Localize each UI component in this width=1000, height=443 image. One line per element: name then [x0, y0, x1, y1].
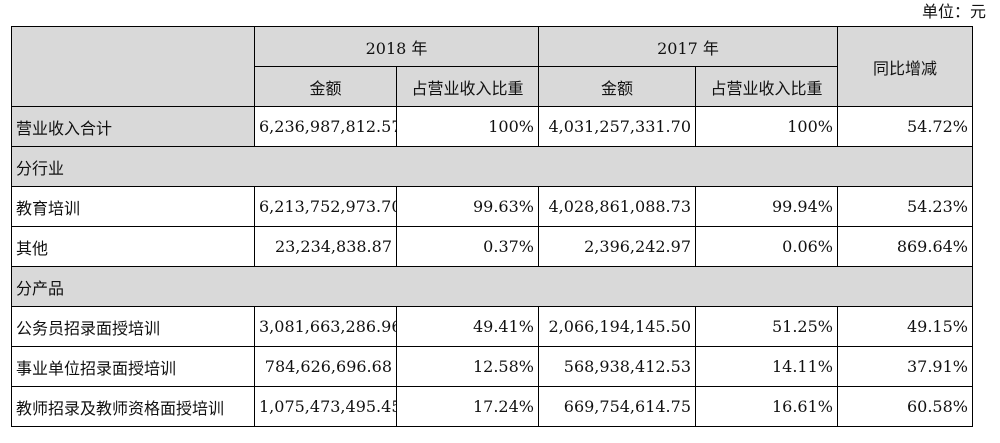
yoy-cell: 54.23%	[837, 186, 973, 227]
amount-2017-cell: 4,031,257,331.70	[538, 106, 696, 147]
table-row: 教育培训 6,213,752,973.70 99.63% 4,028,861,0…	[11, 186, 973, 227]
header-blank	[11, 26, 255, 107]
share-2018-cell: 17.24%	[396, 386, 539, 427]
section-label: 分产品	[11, 266, 973, 307]
header-year-2018: 2018 年	[254, 26, 539, 67]
unit-label: 单位：元	[921, 2, 986, 21]
revenue-table: 2018 年 2017 年 同比增减 金额 占营业收入比重 金额 占营业收入比重…	[11, 26, 973, 427]
section-row-product: 分产品	[11, 266, 973, 307]
header-row-columns: 金额 占营业收入比重 金额 占营业收入比重	[12, 66, 973, 107]
header-share-2018: 占营业收入比重	[396, 66, 539, 107]
yoy-cell: 54.72%	[837, 106, 973, 147]
share-2017-cell: 99.94%	[695, 186, 838, 227]
row-label: 教师招录及教师资格面授培训	[11, 386, 255, 427]
amount-2018-cell: 1,075,473,495.45	[254, 386, 397, 427]
yoy-cell: 60.58%	[837, 386, 973, 427]
header-year-2017: 2017 年	[538, 26, 838, 67]
header-yoy: 同比增减	[837, 26, 973, 107]
amount-2017-cell: 2,396,242.97	[538, 226, 696, 267]
table-row: 事业单位招录面授培训 784,626,696.68 12.58% 568,938…	[11, 346, 973, 387]
share-2018-cell: 49.41%	[396, 306, 539, 347]
row-label: 事业单位招录面授培训	[11, 346, 255, 387]
row-label: 其他	[11, 226, 255, 267]
amount-2017-cell: 669,754,614.75	[538, 386, 696, 427]
amount-2017-cell: 568,938,412.53	[538, 346, 696, 387]
yoy-cell: 869.64%	[837, 226, 973, 267]
yoy-cell: 49.15%	[837, 306, 973, 347]
share-2017-cell: 51.25%	[695, 306, 838, 347]
header-share-2017: 占营业收入比重	[695, 66, 838, 107]
share-2018-cell: 0.37%	[396, 226, 539, 267]
amount-2018-cell: 6,213,752,973.70	[254, 186, 397, 227]
section-row-industry: 分行业	[11, 146, 973, 187]
header-row-years: 2018 年 2017 年 同比增减	[11, 26, 973, 107]
row-label: 教育培训	[11, 186, 255, 227]
amount-2018-cell: 23,234,838.87	[254, 226, 397, 267]
share-2018-cell: 99.63%	[396, 186, 539, 227]
header-amount-2018: 金额	[254, 66, 397, 107]
share-2017-cell: 0.06%	[695, 226, 838, 267]
amount-2017-cell: 4,028,861,088.73	[538, 186, 696, 227]
share-2018-cell: 100%	[396, 106, 539, 147]
row-label: 营业收入合计	[11, 106, 255, 147]
table-row: 教师招录及教师资格面授培训 1,075,473,495.45 17.24% 66…	[11, 386, 973, 427]
section-label: 分行业	[11, 146, 973, 187]
header-amount-2017: 金额	[538, 66, 696, 107]
table-row-total: 营业收入合计 6,236,987,812.57 100% 4,031,257,3…	[11, 106, 973, 147]
amount-2017-cell: 2,066,194,145.50	[538, 306, 696, 347]
amount-2018-cell: 6,236,987,812.57	[254, 106, 397, 147]
share-2018-cell: 12.58%	[396, 346, 539, 387]
table-row: 公务员招录面授培训 3,081,663,286.96 49.41% 2,066,…	[11, 306, 973, 347]
row-label: 公务员招录面授培训	[11, 306, 255, 347]
share-2017-cell: 14.11%	[695, 346, 838, 387]
amount-2018-cell: 784,626,696.68	[254, 346, 397, 387]
share-2017-cell: 16.61%	[695, 386, 838, 427]
amount-2018-cell: 3,081,663,286.96	[254, 306, 397, 347]
yoy-cell: 37.91%	[837, 346, 973, 387]
table-row: 其他 23,234,838.87 0.37% 2,396,242.97 0.06…	[11, 226, 973, 267]
share-2017-cell: 100%	[695, 106, 838, 147]
